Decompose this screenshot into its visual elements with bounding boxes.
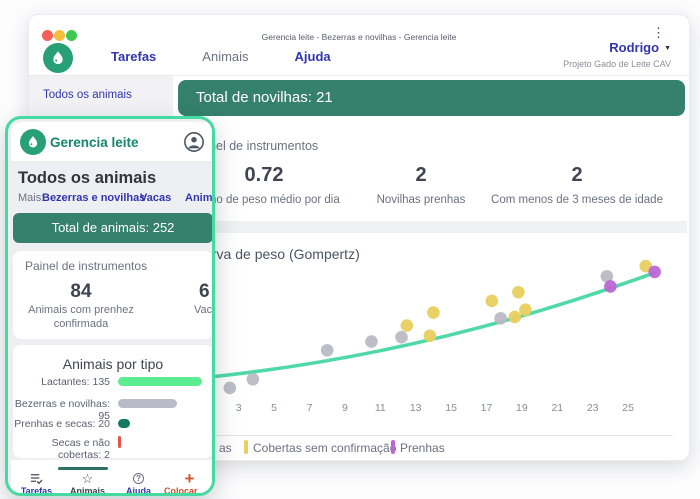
svg-text:19: 19 bbox=[516, 402, 528, 414]
sidebar-item-todos-os-animais[interactable]: Todos os animais bbox=[43, 89, 132, 101]
bottom-tab-bar: Tarefas ☆ Animais ? Ajuda + Colocar dado… bbox=[11, 460, 212, 496]
svg-text:21: 21 bbox=[551, 402, 563, 414]
stat-label: Ganho de peso médio por dia bbox=[188, 194, 340, 206]
stat-value: 2 bbox=[571, 164, 583, 186]
window-titlebar: Gerencia leite - Bezerras e novilhas - G… bbox=[29, 15, 689, 42]
legend-item-cobertas: Cobertas sem confirmação bbox=[253, 441, 397, 455]
svg-text:11: 11 bbox=[375, 402, 386, 414]
user-project: Projeto Gado de Leite CAV bbox=[563, 59, 671, 69]
stat-label: Animais com prenhez confirmada bbox=[28, 304, 134, 330]
tab-animais[interactable]: ☆ Animais bbox=[69, 471, 105, 496]
kebab-menu-icon[interactable]: ⋮ bbox=[652, 25, 665, 40]
stat-value-clipped: 6 bbox=[199, 281, 210, 302]
nav-links: Tarefas Animais Ajuda bbox=[111, 49, 331, 64]
tipo-label: Secas e não cobertas: 2 bbox=[51, 437, 110, 458]
maximize-window-button[interactable] bbox=[66, 30, 77, 41]
stat-label: Com menos de 3 meses de idade bbox=[491, 194, 663, 206]
svg-text:13: 13 bbox=[410, 402, 422, 414]
dashboard-card: Painel de instrumentos 84 Animais com pr… bbox=[13, 251, 213, 339]
svg-text:9: 9 bbox=[342, 402, 348, 414]
star-icon: ☆ bbox=[81, 471, 94, 486]
tab-colocar-dados[interactable]: + Colocar dados bbox=[164, 469, 198, 496]
stat-ganho-peso: 0.72 Ganho de peso médio por dia bbox=[149, 164, 379, 206]
svg-text:3: 3 bbox=[236, 402, 242, 414]
dashboard-title: Painel de instrumentos bbox=[191, 139, 319, 153]
card-title: Animais por tipo bbox=[62, 356, 164, 372]
tasks-list-icon bbox=[30, 472, 43, 485]
tipo-row: Bezerras e novilhas: 95 bbox=[13, 397, 212, 422]
legend-item-prenhas: Prenhas bbox=[400, 441, 445, 455]
stat-menos-3-meses: 2 Com menos de 3 meses de idade bbox=[462, 164, 689, 206]
tipo-label: Prenhas e secas: 20 bbox=[14, 418, 110, 430]
total-animais-banner: Total de animais: 252 bbox=[13, 213, 212, 243]
plus-icon: + bbox=[184, 469, 195, 488]
svg-text:17: 17 bbox=[481, 402, 493, 414]
tipo-row: Lactantes: 135 bbox=[13, 375, 212, 389]
app-navbar: Tarefas Animais Ajuda Rodrigo ▼ Projeto G… bbox=[29, 39, 689, 76]
close-window-button[interactable] bbox=[42, 30, 53, 41]
tab-ajuda[interactable]: ? Ajuda bbox=[125, 472, 151, 496]
user-menu[interactable]: Rodrigo ▼ Projeto Gado de Leite CAV bbox=[563, 39, 671, 69]
stat-value: 0.72 bbox=[244, 164, 284, 186]
tipo-row: Prenhas e secas: 20 bbox=[13, 417, 212, 431]
brand-title: Gerencia leite bbox=[50, 135, 139, 150]
tipo-label: Bezerras e novilhas: 95 bbox=[14, 398, 110, 422]
mais-label: Mais: bbox=[18, 192, 45, 204]
stat-label: Novilhas prenhas bbox=[376, 194, 466, 206]
svg-text:15: 15 bbox=[445, 402, 457, 414]
profile-icon[interactable] bbox=[183, 131, 205, 153]
animais-por-tipo-card: Animais por tipo Lactantes: 135 Bezerras… bbox=[13, 345, 212, 458]
svg-text:25: 25 bbox=[622, 402, 634, 414]
svg-text:5: 5 bbox=[271, 402, 277, 414]
droplet-icon bbox=[28, 136, 38, 148]
app-logo[interactable] bbox=[43, 43, 73, 73]
nav-item-animais[interactable]: Animais bbox=[202, 49, 249, 64]
stat-label-clipped: Vacas bbox=[194, 304, 213, 316]
stat-value: 84 bbox=[70, 281, 92, 302]
total-novilhas-banner: Total de novilhas: 21 bbox=[178, 80, 685, 116]
link-bezerras-e-novilhas[interactable]: Bezerras e novilhas bbox=[42, 192, 146, 204]
minimize-window-button[interactable] bbox=[54, 30, 65, 41]
scroll-indicator bbox=[58, 467, 108, 470]
stat-value: 2 bbox=[415, 164, 427, 186]
legend-marker-yellow bbox=[244, 440, 248, 454]
app-logo bbox=[20, 129, 46, 155]
chevron-down-icon: ▼ bbox=[664, 45, 671, 52]
browser-tab-title: Gerencia leite - Bezerras e novilhas - G… bbox=[261, 32, 457, 42]
svg-text:23: 23 bbox=[587, 402, 599, 414]
stat-novilhas-prenhas: 2 Novilhas prenhas bbox=[306, 164, 536, 206]
mobile-header: Gerencia leite bbox=[11, 122, 212, 162]
mobile-app-window: Gerencia leite Todos os animais Mais: Be… bbox=[5, 116, 215, 496]
section-divider-strip bbox=[178, 221, 687, 233]
legend-marker-purple bbox=[391, 440, 395, 454]
droplet-icon bbox=[53, 51, 63, 65]
gompertz-weight-chart: 3 5 7 9 11 13 15 17 19 21 23 25 bbox=[213, 259, 661, 414]
dashboard-title: Painel de instrumentos bbox=[25, 259, 148, 273]
nav-item-ajuda[interactable]: Ajuda bbox=[294, 49, 331, 64]
tipo-bar bbox=[118, 419, 131, 428]
tipo-bar bbox=[118, 377, 202, 386]
tipo-label: Lactantes: 135 bbox=[41, 376, 110, 388]
svg-text:7: 7 bbox=[307, 402, 313, 414]
user-name[interactable]: Rodrigo bbox=[609, 40, 660, 55]
tipo-row: Secas e não cobertas: 2 bbox=[13, 436, 212, 458]
tab-tarefas[interactable]: Tarefas bbox=[11, 472, 62, 493]
tipo-bar bbox=[118, 436, 121, 448]
chart-title: Curva de peso (Gompertz) bbox=[194, 246, 360, 262]
help-icon: ? bbox=[133, 472, 144, 485]
page-title: Todos os animais bbox=[18, 169, 157, 187]
nav-item-tarefas[interactable]: Tarefas bbox=[111, 49, 157, 64]
tipo-bar bbox=[118, 399, 177, 408]
link-vacas[interactable]: Vacas bbox=[140, 192, 172, 204]
legend-item-occluded: as bbox=[219, 441, 232, 455]
link-animais[interactable]: Anim bbox=[185, 192, 213, 204]
legend-divider bbox=[196, 435, 673, 436]
